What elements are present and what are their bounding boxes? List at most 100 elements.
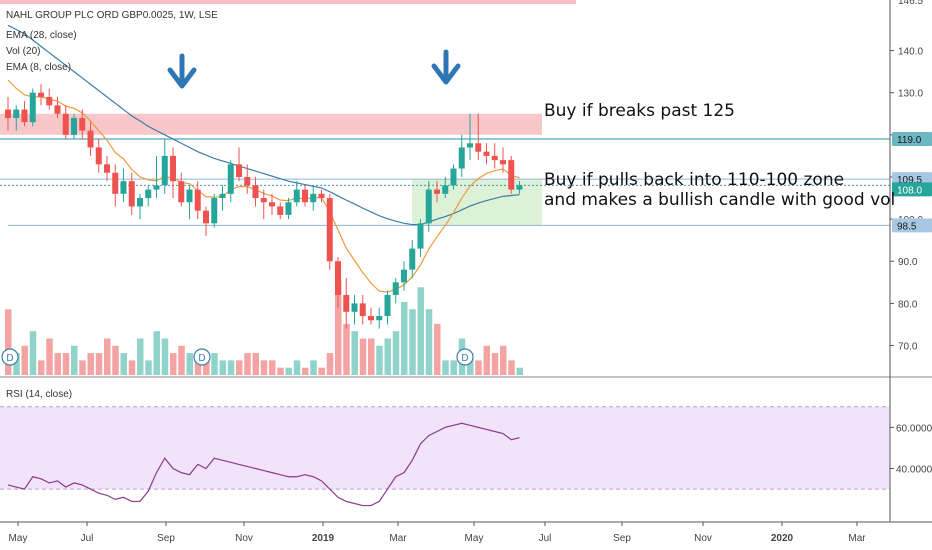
- volume-bar: [161, 338, 169, 375]
- volume-bar: [95, 353, 103, 375]
- volume-bar: [392, 331, 400, 375]
- candle-body: [178, 181, 185, 203]
- candle-body: [368, 316, 374, 321]
- volume-bar: [293, 360, 301, 375]
- volume-bar: [153, 331, 160, 375]
- volume-bar: [145, 360, 152, 375]
- candle-body: [87, 130, 94, 148]
- price-tag: 108.0: [892, 182, 932, 197]
- rsi-layer: [0, 376, 932, 507]
- candle-body: [467, 143, 473, 148]
- candle-body: [260, 198, 267, 203]
- rsi-tick-label: 40.0000: [896, 465, 932, 476]
- volume-layer: [5, 280, 523, 375]
- volume-bar: [194, 360, 202, 375]
- volume-bar: [425, 309, 433, 375]
- volume-bar: [71, 345, 78, 375]
- volume-bar: [483, 345, 490, 375]
- volume-bar: [491, 353, 499, 375]
- volume-bar: [186, 353, 193, 375]
- volume-bar: [516, 367, 523, 375]
- volume-bar: [351, 331, 358, 375]
- time-tick-label: Nov: [235, 533, 253, 544]
- price-tick-label: 140.0: [898, 47, 923, 58]
- volume-bar: [79, 360, 86, 375]
- candle-body: [500, 160, 506, 165]
- volume-bar: [227, 360, 235, 375]
- volume-bar: [277, 367, 284, 375]
- time-tick-label: Sep: [157, 533, 175, 544]
- candle-body: [128, 181, 135, 207]
- volume-bar: [252, 353, 259, 375]
- candles-layer: [5, 84, 523, 329]
- volume-bar: [285, 367, 292, 375]
- candle-body: [343, 294, 350, 312]
- time-tick-label: 2019: [312, 533, 335, 544]
- price-tag-label: 119.0: [897, 135, 922, 146]
- annotation-breakout: Buy if breaks past 125: [544, 101, 735, 121]
- ema28-line: [7, 24, 520, 226]
- candle-body: [417, 223, 424, 249]
- candle-body: [458, 147, 465, 169]
- candle-body: [186, 189, 193, 203]
- volume-bar: [38, 360, 45, 375]
- rsi-line: [7, 422, 520, 507]
- volume-bar: [401, 301, 408, 375]
- price-tag-label: 109.5: [897, 175, 922, 186]
- candle-body: [326, 198, 333, 262]
- candle-body: [227, 164, 234, 194]
- volume-bar: [120, 353, 127, 375]
- candle-body: [194, 189, 201, 211]
- candle-body: [13, 109, 20, 118]
- candle-body: [508, 160, 515, 190]
- candle-body: [46, 96, 53, 106]
- volume-bar: [343, 323, 350, 375]
- volume-bar: [13, 353, 20, 375]
- annotation-pullback-1: Buy if pulls back into 110-100 zone: [544, 170, 844, 190]
- candle-body: [285, 202, 292, 215]
- candle-body: [302, 189, 308, 203]
- volume-bar: [326, 353, 334, 375]
- candle-body: [409, 248, 416, 270]
- candle-body: [384, 294, 391, 317]
- legend-vol: Vol (20): [6, 46, 40, 57]
- candle-body: [401, 269, 407, 283]
- dividend-circle: [456, 348, 474, 366]
- price-tick-label-top: 146.5: [898, 0, 923, 7]
- volume-bar: [359, 338, 367, 375]
- candle-body: [5, 109, 11, 118]
- candle-body: [310, 193, 317, 203]
- candle-body: [38, 92, 44, 97]
- rsi-band: [0, 406, 890, 490]
- candle-body: [203, 210, 209, 224]
- dividend-marker: D: [1, 348, 19, 366]
- legend-ema8: EMA (8, close): [6, 62, 71, 73]
- time-tick-label: Mar: [848, 533, 866, 544]
- volume-bar: [475, 360, 482, 375]
- time-tick-label: May: [465, 533, 484, 544]
- candle-body: [376, 316, 383, 321]
- volume-bar: [434, 323, 441, 375]
- volume-bar: [302, 367, 309, 375]
- candle-body: [79, 117, 86, 131]
- volume-bar: [310, 360, 317, 375]
- volume-bar: [178, 345, 185, 375]
- volume-bar: [442, 360, 449, 375]
- candle-body: [54, 105, 61, 114]
- volume-bar: [318, 367, 325, 375]
- volume-bar: [376, 345, 383, 375]
- price-tag: 119.0: [892, 132, 932, 147]
- volume-bar: [500, 345, 507, 375]
- candle-body: [425, 189, 432, 224]
- time-tick-label: May: [9, 533, 28, 544]
- price-tag-box: [892, 132, 932, 147]
- price-tag-label: 98.5: [897, 221, 917, 232]
- candle-body: [71, 117, 77, 135]
- price-tick-label: 130.0: [898, 89, 923, 100]
- time-tick-label: Jul: [539, 533, 552, 544]
- price-tag-label: 108.0: [897, 185, 922, 196]
- zones-layer: [0, 0, 576, 226]
